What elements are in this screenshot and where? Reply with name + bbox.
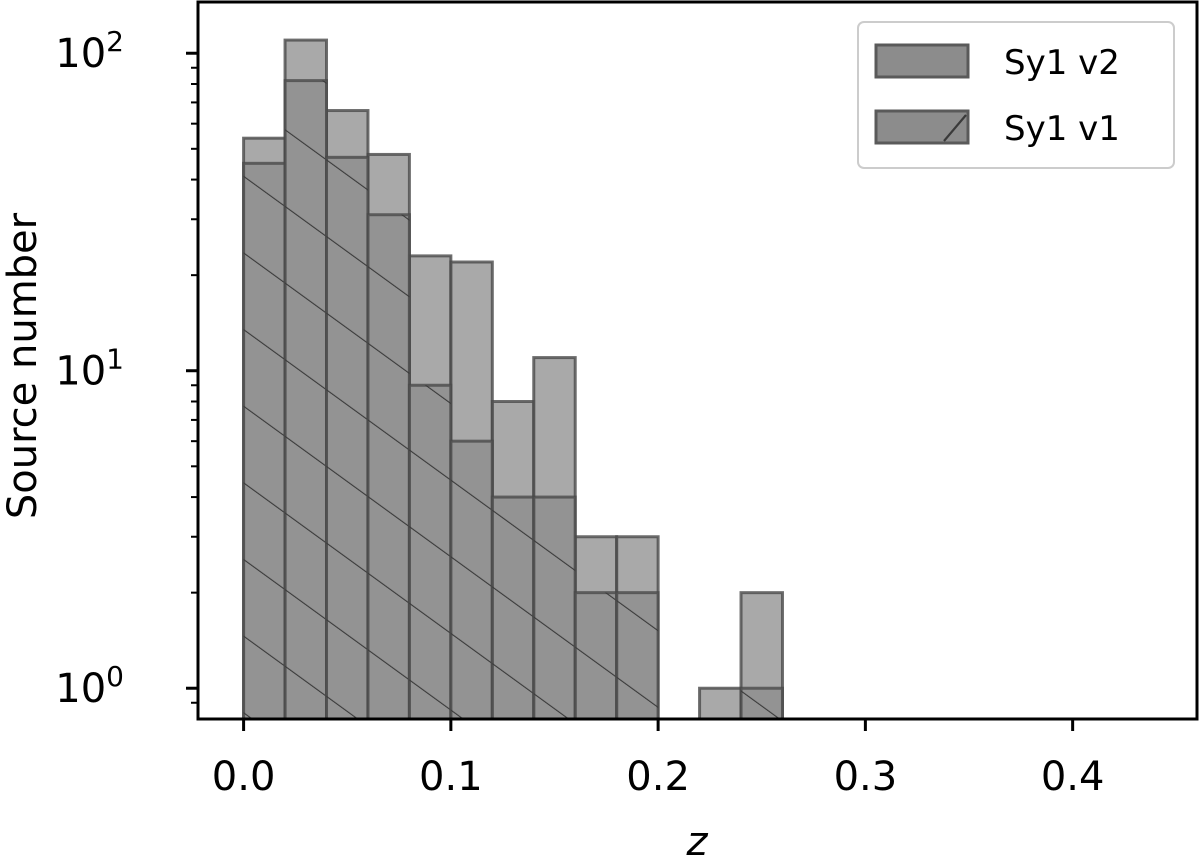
x-tick-label: 0.2 [626,754,690,800]
bar-hatch-sy1-v1-bin-8 [575,592,617,719]
bar-hatch-sy1-v1-bin-1 [285,80,327,719]
x-axis: 0.0 0.1 0.2 0.3 0.4 [212,719,1105,800]
x-axis-label: z [686,819,709,861]
y-tick-label: 101 [55,343,124,395]
legend: Sy1 v2 Sy1 v1 [857,21,1175,169]
x-tick-label: 0.0 [212,754,276,800]
y-axis: 100 101 102 [55,25,198,712]
x-tick-label: 0.4 [1041,754,1105,800]
legend-swatch-sy1-v2 [874,43,970,79]
bar-sy1-v2-bin-11 [698,686,743,719]
legend-swatch-sy1-v1 [874,109,970,145]
legend-label-sy1-v1: Sy1 v1 [1004,109,1120,149]
bar-hatch-sy1-v1-bin-6 [492,497,534,719]
series-sy1-v1-bars [242,79,784,719]
y-axis-label: Source number [0,212,46,519]
x-tick-label: 0.1 [419,754,483,800]
bar-hatch-sy1-v1-bin-5 [450,441,493,719]
plot-frame [196,0,1199,721]
bar-hatch-sy1-v1-bin-4 [409,385,451,719]
bar-hatch-sy1-v1-bin-2 [326,157,368,719]
bar-hatch-sy1-v1-bin-9 [616,592,659,719]
bar-hatch-sy1-v1-bin-12 [741,688,783,719]
y-tick-label: 100 [55,660,124,712]
legend-hatch-mark [943,114,967,142]
bar-hatch-sy1-v1-bin-3 [367,214,410,719]
bar-hatch-sy1-v1-bin-0 [243,163,286,719]
y-tick-label: 102 [55,25,124,77]
legend-label-sy1-v2: Sy1 v2 [1004,43,1120,83]
bar-hatch-sy1-v1-bin-7 [533,497,576,719]
x-tick-label: 0.3 [834,754,898,800]
